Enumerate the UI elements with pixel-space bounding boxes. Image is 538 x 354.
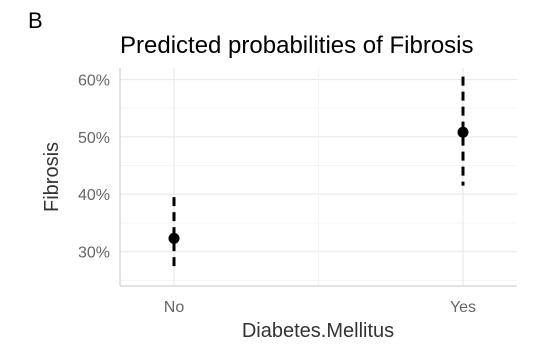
grid-layer (120, 68, 517, 286)
y-tick-label: 50% (78, 130, 110, 147)
y-tick-label: 40% (78, 187, 110, 204)
x-tick-label: No (164, 299, 185, 316)
y-tick-label: 60% (78, 72, 110, 89)
y-tick-label: 30% (78, 245, 110, 262)
x-tick-label: Yes (450, 299, 476, 316)
panel-label: B (28, 8, 43, 33)
y-axis-title: Fibrosis (41, 142, 63, 212)
tick-labels: 30% 40% 50% 60% No Yes (78, 72, 476, 316)
x-axis-title: Diabetes.Mellitus (242, 320, 394, 342)
data-point (457, 126, 469, 138)
marks-layer (168, 76, 469, 272)
data-point (168, 232, 180, 244)
chart-title: Predicted probabilities of Fibrosis (120, 32, 474, 59)
